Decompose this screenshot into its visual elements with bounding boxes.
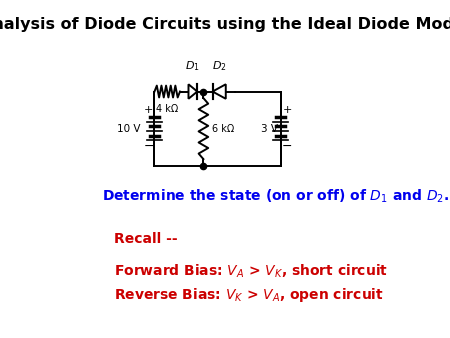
Text: Recall --: Recall --: [114, 232, 178, 246]
Text: Forward Bias: $V_A$ > $V_K$, short circuit: Forward Bias: $V_A$ > $V_K$, short circu…: [114, 263, 388, 280]
Text: 6 kΩ: 6 kΩ: [212, 124, 234, 134]
Text: +: +: [144, 105, 153, 116]
Text: Analysis of Diode Circuits using the Ideal Diode Model: Analysis of Diode Circuits using the Ide…: [0, 17, 450, 32]
Text: +: +: [283, 105, 292, 116]
Text: −: −: [143, 140, 154, 153]
Text: 3 V: 3 V: [261, 124, 278, 134]
Text: Reverse Bias: $V_K$ > $V_A$, open circuit: Reverse Bias: $V_K$ > $V_A$, open circui…: [114, 286, 384, 304]
Text: 10 V: 10 V: [117, 124, 140, 134]
Text: $D_2$: $D_2$: [212, 59, 226, 73]
Text: Determine the state (on or off) of $D_1$ and $D_2$.: Determine the state (on or off) of $D_1$…: [102, 187, 449, 204]
Text: 4 kΩ: 4 kΩ: [156, 104, 178, 114]
Text: −: −: [282, 140, 292, 153]
Text: $D_1$: $D_1$: [185, 59, 200, 73]
